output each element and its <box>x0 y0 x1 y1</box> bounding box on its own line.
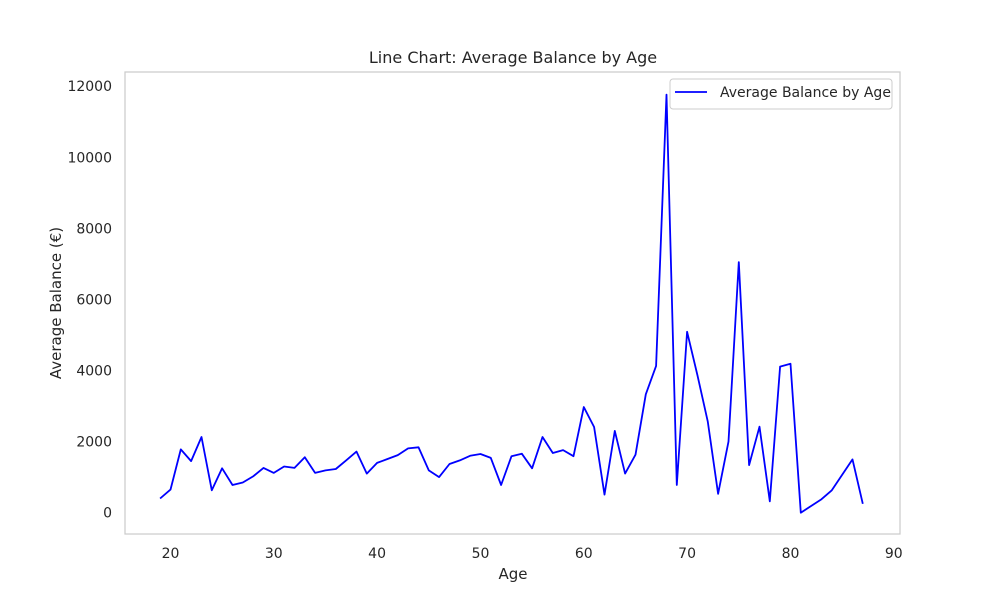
y-tick-label: 12000 <box>67 79 112 95</box>
legend: Average Balance by Age <box>669 78 893 110</box>
y-tick-label: 0 <box>103 506 112 522</box>
y-tick-label: 4000 <box>76 364 112 380</box>
x-tick-label: 30 <box>265 546 283 562</box>
series-line <box>159 93 864 514</box>
y-tick-label: 8000 <box>76 221 112 237</box>
x-tick-label: 20 <box>162 546 180 562</box>
x-axis-title: Age <box>498 565 527 583</box>
x-tick-label: 60 <box>575 546 593 562</box>
x-tick-label: 80 <box>782 546 800 562</box>
x-tick-label: 70 <box>678 546 696 562</box>
series-layer <box>159 93 864 514</box>
y-tick-label: 2000 <box>76 435 112 451</box>
chart-title: Line Chart: Average Balance by Age <box>369 48 657 67</box>
x-axis-ticks: 20 30 40 50 60 70 80 90 <box>162 546 903 562</box>
y-axis-title: Average Balance (€) <box>47 227 65 379</box>
y-tick-label: 10000 <box>67 150 112 166</box>
legend-box <box>669 78 893 110</box>
x-tick-label: 90 <box>885 546 903 562</box>
plot-area-frame <box>124 71 901 535</box>
y-tick-label: 6000 <box>76 292 112 308</box>
y-axis-ticks: 0 2000 4000 6000 8000 10000 12000 <box>67 79 112 522</box>
x-tick-label: 50 <box>472 546 490 562</box>
x-tick-label: 40 <box>368 546 386 562</box>
legend-label: Average Balance by Age <box>720 85 891 101</box>
